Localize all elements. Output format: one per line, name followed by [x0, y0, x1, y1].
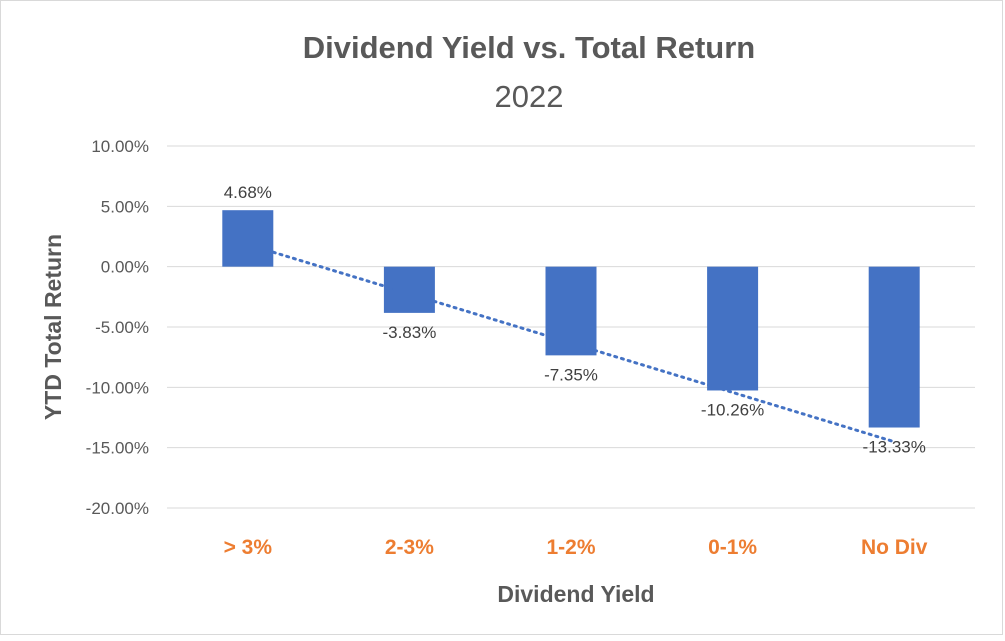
x-axis-title: Dividend Yield	[497, 581, 654, 607]
data-label: 4.68%	[224, 183, 272, 202]
y-tick-label: -10.00%	[86, 378, 149, 397]
chart-title: Dividend Yield vs. Total Return	[303, 30, 755, 65]
y-tick-label: 10.00%	[91, 137, 149, 156]
trendline-group	[271, 250, 896, 444]
x-category-label: 0-1%	[708, 536, 757, 559]
y-tick-label: -20.00%	[86, 499, 149, 518]
y-tick-label: 5.00%	[101, 197, 149, 216]
y-tick-label: -5.00%	[95, 318, 149, 337]
y-axis-title: YTD Total Return	[40, 234, 66, 420]
x-category-label: No Div	[861, 536, 928, 559]
bar	[222, 210, 274, 267]
y-axis-ticks: 10.00% 5.00% 0.00% -5.00% -10.00% -15.00% -20.…	[86, 137, 149, 518]
x-axis-categories: > 3% 2-3% 1-2% 0-1% No Div	[224, 536, 928, 559]
bars	[222, 210, 920, 428]
data-labels: 4.68% -3.83% -7.35% -10.26% -13.33%	[224, 183, 926, 456]
trendline	[271, 250, 896, 444]
data-label: -3.83%	[382, 323, 436, 342]
y-tick-label: -15.00%	[86, 439, 149, 458]
bar	[707, 266, 759, 391]
x-category-label: > 3%	[224, 536, 273, 559]
data-label: -7.35%	[544, 365, 598, 384]
data-label: -10.26%	[701, 400, 764, 419]
y-tick-label: 0.00%	[101, 258, 149, 277]
chart-subtitle: 2022	[495, 79, 564, 114]
x-category-label: 1-2%	[546, 536, 595, 559]
bar	[383, 266, 435, 313]
bar	[545, 266, 597, 356]
bar	[868, 266, 920, 428]
x-category-label: 2-3%	[385, 536, 434, 559]
data-label: -13.33%	[863, 438, 926, 457]
